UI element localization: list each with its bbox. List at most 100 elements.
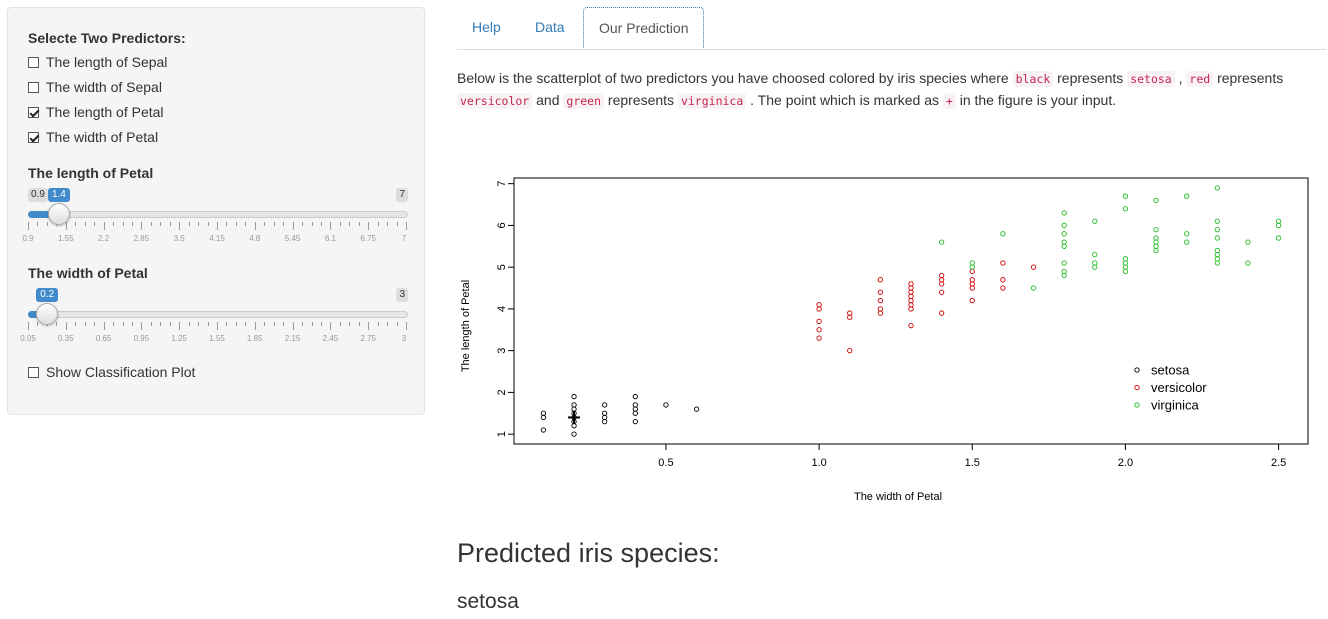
data-point-setosa <box>632 393 638 400</box>
slider-tick <box>330 222 332 230</box>
checkbox-box[interactable] <box>28 366 39 378</box>
slider-value-label: 0.2 <box>36 288 59 302</box>
slider-petal-width[interactable]: 3 0.2 0.05 0.35 0.65 0.95 1.25 1.55 1.85 2.15 2.… <box>20 288 408 344</box>
slider-tick <box>330 322 332 330</box>
data-point-versicolor <box>816 302 822 308</box>
slider-tick <box>292 322 294 330</box>
slider-tick <box>311 322 313 326</box>
slider-petal-length[interactable]: 0.9 7 1.4 0.9 1.55 2.2 2.85 3.5 4.15 4.8 5.45 6.… <box>22 188 408 244</box>
slider-tick <box>65 222 67 230</box>
data-point-virginica <box>1122 206 1129 212</box>
tab-our-prediction[interactable]: Our Prediction <box>583 7 705 48</box>
slider-tick <box>122 222 124 226</box>
slider-min-label: 0.9 <box>28 188 48 202</box>
checkbox-label: The width of Sepal <box>46 79 162 95</box>
slider-tick <box>311 222 313 226</box>
slider-tick <box>150 322 152 326</box>
slider-tick <box>264 322 266 326</box>
checkbox-box-checked[interactable] <box>28 106 39 118</box>
slider-max-label: 7 <box>396 188 408 202</box>
desc-text: and <box>532 92 564 108</box>
slider-tick-label: 3.5 <box>173 234 185 243</box>
slider-handle[interactable] <box>47 203 70 225</box>
code-black: black <box>1012 71 1054 87</box>
slider-tick <box>406 322 407 330</box>
data-point-setosa <box>571 431 577 437</box>
tab-data[interactable]: Data <box>535 19 565 35</box>
slider-tick <box>75 222 77 226</box>
legend-marker <box>1134 384 1140 391</box>
slider-tick <box>320 322 322 326</box>
code-red: red <box>1186 71 1214 87</box>
x-tick-label: 0.5 <box>658 457 673 469</box>
checkbox-length-sepal[interactable]: The length of Sepal <box>28 52 167 72</box>
legend-marker <box>1134 402 1140 408</box>
slider-tick <box>254 222 256 230</box>
checkbox-width-sepal[interactable]: The width of Sepal <box>28 77 162 97</box>
data-point-virginica <box>1214 185 1220 191</box>
y-tick-label: 3 <box>496 348 508 354</box>
checkbox-classification-plot[interactable]: Show Classification Plot <box>28 362 195 382</box>
slider-handle[interactable] <box>36 303 59 325</box>
data-point-virginica <box>1030 285 1037 291</box>
slider-tick <box>188 222 190 226</box>
data-point-virginica <box>1153 226 1159 233</box>
slider-tick-label: 2.15 <box>284 334 301 343</box>
slider-tick <box>84 322 86 326</box>
slider-tick-label: 0.95 <box>133 334 150 343</box>
x-tick-label: 1.0 <box>811 457 826 469</box>
slider-track[interactable] <box>28 311 408 318</box>
slider-tick-label: 1.55 <box>58 234 74 243</box>
slider-tick-label: 0.35 <box>58 334 74 343</box>
slider-tick <box>396 222 398 226</box>
tab-help[interactable]: Help <box>472 19 501 35</box>
slider-tick-label: 7 <box>401 234 407 243</box>
slider-tick <box>179 322 181 330</box>
slider-value-label: 1.4 <box>47 188 70 202</box>
data-point-setosa <box>663 402 669 408</box>
slider-tick <box>339 322 341 326</box>
slider-tick <box>358 222 360 226</box>
slider-tick <box>94 222 96 226</box>
slider-tick <box>37 322 39 326</box>
slider-tick <box>169 322 171 326</box>
slider-tick <box>113 322 115 326</box>
slider-tick <box>377 222 379 226</box>
slider-petal-width-label: The width of Petal <box>28 265 148 281</box>
y-tick-label: 7 <box>496 181 508 187</box>
checkbox-width-petal[interactable]: The width of Petal <box>28 127 158 147</box>
slider-tick <box>56 322 58 326</box>
x-tick-label: 2.0 <box>1118 457 1133 469</box>
data-point-setosa <box>693 406 700 412</box>
slider-tick-label: 3 <box>401 334 407 343</box>
slider-tick <box>349 322 351 326</box>
checkbox-box[interactable] <box>28 81 39 93</box>
data-point-virginica <box>1000 231 1006 237</box>
checkbox-box-checked[interactable] <box>28 131 39 143</box>
y-tick-label: 4 <box>496 306 508 312</box>
slider-tick <box>349 222 351 226</box>
prediction-value: setosa <box>457 590 519 613</box>
data-point-versicolor <box>877 277 884 283</box>
slider-tick <box>37 222 39 226</box>
y-tick-label: 1 <box>496 431 508 437</box>
slider-tick <box>264 222 266 226</box>
slider-tick <box>217 322 218 330</box>
data-point-versicolor <box>969 297 975 304</box>
slider-tick-label: 2.2 <box>98 234 110 243</box>
slider-tick <box>339 222 341 226</box>
slider-petal-length-label: The length of Petal <box>28 165 154 181</box>
y-tick-label: 5 <box>496 264 508 270</box>
checkbox-length-petal[interactable]: The length of Petal <box>28 102 164 122</box>
slider-tick <box>235 322 237 326</box>
slider-tick-label: 4.8 <box>249 234 261 243</box>
slider-tick <box>198 322 200 326</box>
data-point-versicolor <box>816 327 822 333</box>
slider-tick-label: 4.15 <box>209 234 225 243</box>
desc-text: Below is the scatterplot of two predicto… <box>457 70 1013 86</box>
data-point-setosa <box>571 393 577 400</box>
checkbox-box[interactable] <box>28 56 39 68</box>
slider-tick <box>207 322 209 326</box>
slider-tick <box>28 222 29 230</box>
slider-track[interactable] <box>28 211 408 218</box>
